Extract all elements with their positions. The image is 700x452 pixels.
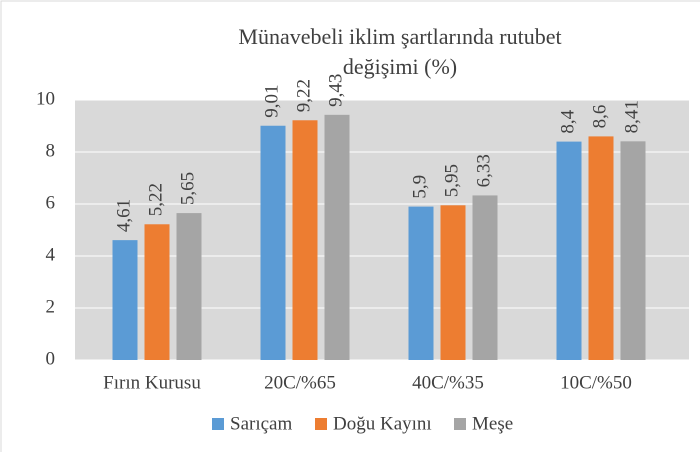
bar xyxy=(324,114,350,360)
bar xyxy=(472,195,498,360)
x-tick-label: 10C/%50 xyxy=(560,372,632,393)
y-tick-label: 2 xyxy=(46,296,56,317)
x-tick-label: 20C/%65 xyxy=(264,372,336,393)
data-label: 5,65 xyxy=(177,172,198,205)
bar xyxy=(292,120,318,360)
data-label: 8,6 xyxy=(589,105,610,129)
data-label: 9,43 xyxy=(325,74,346,107)
data-label: 5,95 xyxy=(441,164,462,197)
legend-swatch xyxy=(315,418,327,430)
data-label: 4,61 xyxy=(113,199,134,232)
bar xyxy=(620,141,646,360)
bar xyxy=(176,213,202,360)
data-label: 8,4 xyxy=(557,109,578,133)
data-label: 9,01 xyxy=(261,84,282,117)
legend-swatch xyxy=(212,418,224,430)
bar xyxy=(556,141,582,360)
data-label: 8,41 xyxy=(621,100,642,133)
y-tick-label: 10 xyxy=(36,88,55,109)
x-tick-label: 40C/%35 xyxy=(412,372,484,393)
bar xyxy=(588,136,614,360)
data-label: 5,22 xyxy=(145,183,166,216)
legend-swatch xyxy=(454,418,466,430)
data-label: 9,22 xyxy=(293,79,314,112)
bar xyxy=(260,125,286,361)
bar xyxy=(144,224,170,360)
bar xyxy=(440,205,466,360)
y-tick-label: 8 xyxy=(46,140,56,161)
x-tick-label: Fırın Kurusu xyxy=(103,372,201,393)
bar xyxy=(112,240,138,360)
legend-label: Sarıçam xyxy=(230,413,292,434)
y-tick-label: 4 xyxy=(46,244,56,265)
y-tick-label: 6 xyxy=(46,192,56,213)
legend-label: Meşe xyxy=(472,413,513,434)
data-label: 5,9 xyxy=(409,175,430,199)
bar xyxy=(408,206,434,360)
chart-title: Münavebeli iklim şartlarında rutubet değ… xyxy=(238,24,562,79)
y-tick-label: 0 xyxy=(46,348,56,369)
legend-label: Doğu Kayını xyxy=(333,413,432,434)
data-label: 6,33 xyxy=(473,154,494,187)
